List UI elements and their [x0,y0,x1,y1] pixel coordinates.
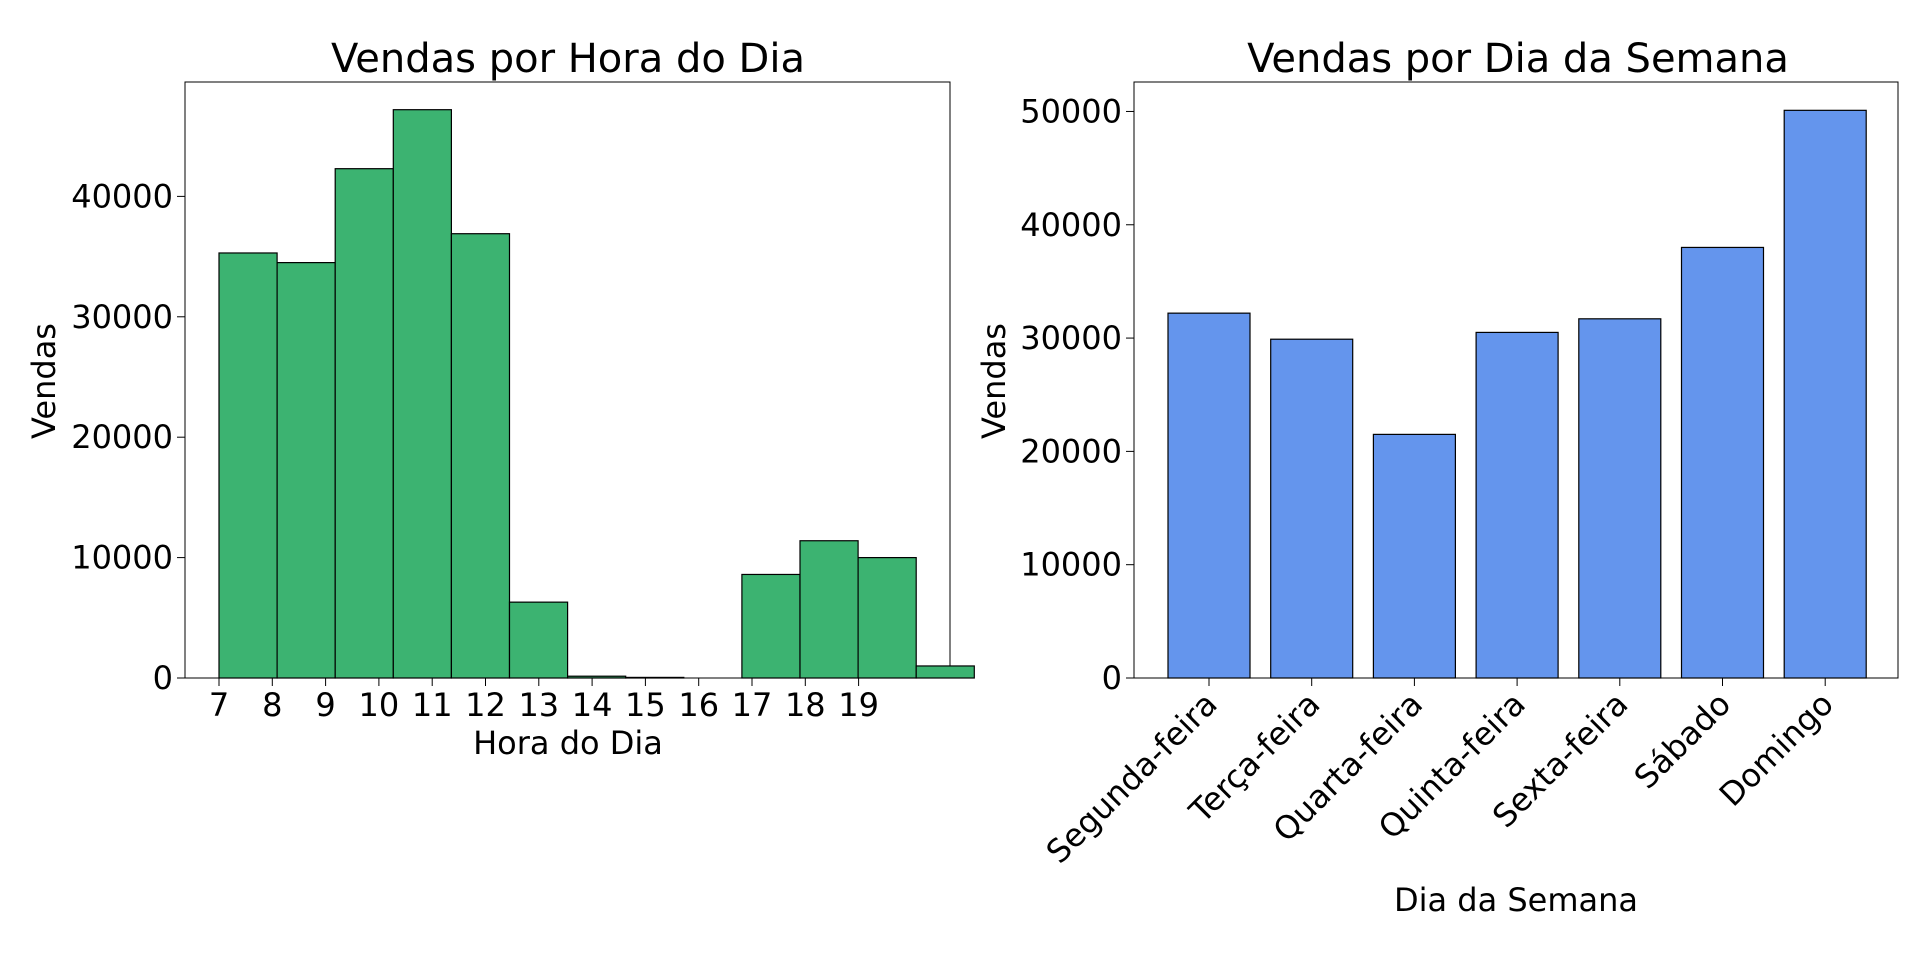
histogram-bar [915,665,975,679]
x-tick-label: 16 [678,686,719,724]
histogram-bar [741,573,801,679]
chart-hour-bars [218,109,975,679]
chart-hour-x-ticks: 7 8 9 10 11 12 13 14 15 16 17 18 19 [209,678,879,724]
chart-day-x-ticks: Segunda-feiraTerça-feiraQuarta-feiraQuin… [1039,678,1841,871]
histogram-bar [276,262,336,679]
weekday-bar [1680,246,1765,679]
histogram-bar [334,168,394,679]
y-tick-label: 0 [153,659,173,697]
weekday-bar [1783,109,1867,679]
weekday-bar [1167,312,1251,679]
y-tick-label: 10000 [1020,546,1122,584]
chart-day-y-axis-label: Vendas [975,323,1013,439]
weekday-bar [1372,433,1457,679]
y-tick-label: 0 [1102,659,1122,697]
histogram-bar [450,233,511,679]
chart-sales-by-weekday: Vendas por Dia da Semana 0 10000 20000 3000… [975,36,1899,919]
chart-day-title: Vendas por Dia da Semana [1247,36,1789,82]
histogram-bar [799,540,859,679]
x-tick-label: 17 [732,686,773,724]
x-tick-label: 12 [465,686,506,724]
histogram-bar [508,601,569,679]
y-tick-label: 40000 [1020,206,1122,244]
y-tick-label: 10000 [71,539,173,577]
x-tick-label: 8 [262,686,282,724]
x-tick-label: 14 [572,686,613,724]
x-tick-label: Domingo [1712,685,1841,814]
histogram-bar [857,556,917,679]
y-tick-label: 40000 [71,177,173,215]
x-tick-label: 9 [315,686,335,724]
y-tick-label: 50000 [1020,92,1122,130]
chart-hour-title: Vendas por Hora do Dia [331,36,805,82]
chart-hour-y-axis-label: Vendas [25,323,63,439]
x-tick-label: 7 [209,686,229,724]
x-tick-label: 18 [785,686,826,724]
x-tick-label: 11 [412,686,453,724]
x-tick-label: 10 [359,686,400,724]
x-tick-label: 13 [518,686,559,724]
x-tick-label: 19 [838,686,879,724]
x-tick-label: Segunda-feira [1039,685,1225,871]
weekday-bar [1475,331,1559,679]
chart-sales-by-hour: Vendas por Hora do Dia 0 10000 20000 30000 4… [25,36,975,762]
y-tick-label: 30000 [71,298,173,336]
chart-day-x-axis-label: Dia da Semana [1394,881,1638,919]
weekday-bar [1578,318,1662,679]
chart-day-y-ticks: 0 10000 20000 30000 40000 50000 [1020,92,1134,697]
histogram-bar [392,109,452,679]
y-tick-label: 30000 [1020,319,1122,357]
chart-day-bars [1167,109,1867,679]
histogram-bar [566,675,627,679]
y-tick-label: 20000 [71,418,173,456]
histogram-bar [218,252,278,679]
chart-hour-x-axis-label: Hora do Dia [473,724,663,762]
weekday-bar [1270,338,1354,679]
y-tick-label: 20000 [1020,432,1122,470]
chart-hour-y-ticks: 0 10000 20000 30000 40000 [71,177,185,697]
histogram-bar [625,676,685,679]
x-tick-label: 15 [625,686,666,724]
